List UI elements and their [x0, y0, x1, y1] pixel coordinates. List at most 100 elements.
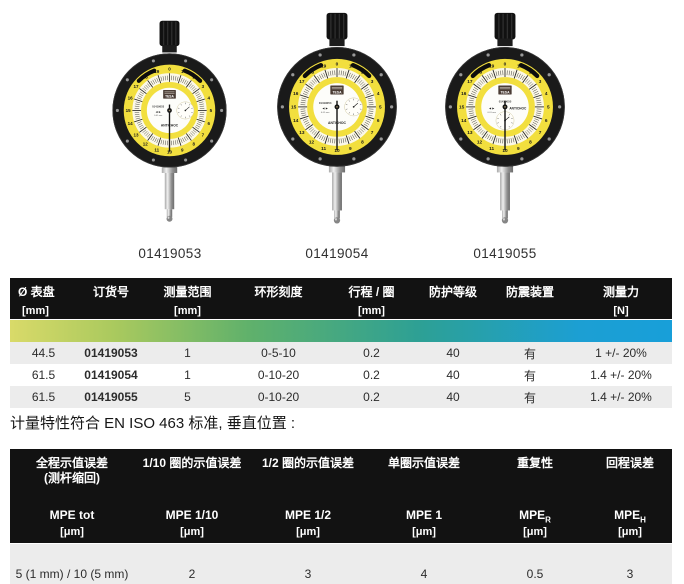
unit-label: [μm]	[482, 526, 588, 544]
cell-order-number: 01419055	[77, 386, 145, 408]
unit-label: [μm]	[588, 526, 672, 544]
cell: 2	[134, 564, 250, 584]
svg-text:12: 12	[143, 142, 149, 147]
cell: 1 +/- 20%	[570, 342, 672, 364]
unit-label: [μm]	[10, 526, 134, 544]
table-row: 61.5 01419054 1 0-10-20 0.2 40 有 1.4 +/-…	[10, 364, 672, 386]
svg-text:◄►: ◄►	[322, 106, 329, 110]
col-shockproof: 防震装置	[490, 278, 570, 320]
col-error-half-rev: 1/2 圈的示值误差	[250, 449, 366, 507]
col-error-tenth-rev: 1/10 圈的示值误差	[134, 449, 250, 507]
contact-point-ball	[167, 216, 173, 222]
svg-text:14: 14	[461, 118, 467, 124]
svg-text:7: 7	[539, 130, 542, 136]
product-number-caption: 01419054	[262, 246, 412, 262]
product-number-caption: 01419055	[430, 246, 580, 262]
cell: 5 (1 mm) / 10 (5 mm)	[10, 564, 134, 584]
cell: 0-10-20	[230, 386, 327, 408]
svg-text:11: 11	[489, 146, 494, 152]
svg-text:13: 13	[467, 130, 473, 136]
svg-text:◄►: ◄►	[488, 107, 495, 111]
svg-text:9: 9	[517, 146, 520, 152]
table-row: 61.5 01419055 5 0-10-20 0.2 40 有 1.4 +/-…	[10, 386, 672, 408]
metro-unit-row: [μm] [μm] [μm] [μm] [μm] [μm]	[10, 526, 672, 544]
svg-text:13: 13	[299, 130, 305, 136]
table-row: 44.5 01419053 1 0-5-10 0.2 40 有 1 +/- 20…	[10, 342, 672, 364]
svg-text:0.01 mm: 0.01 mm	[487, 112, 496, 114]
col-repeatability: 重复性	[482, 449, 588, 507]
gradient-divider	[10, 320, 672, 343]
svg-text:3: 3	[371, 79, 374, 85]
cell: 0-10-20	[230, 364, 327, 386]
col-error-one-rev: 单圈示值误差	[366, 449, 482, 507]
cell-order-number: 01419054	[77, 364, 145, 386]
cell: 40	[416, 364, 490, 386]
cell: 40	[416, 342, 490, 364]
unit-label: [μm]	[250, 526, 366, 544]
mpe-label: MPE 1/2	[250, 507, 366, 526]
metro-header-row: 全程示值误差(测杆缩回) 1/10 圈的示值误差 1/2 圈的示值误差 单圈示值…	[10, 449, 672, 507]
svg-text:TESA: TESA	[500, 90, 510, 94]
col-ring-scale: 环形刻度	[230, 278, 327, 320]
crown-cap	[160, 21, 180, 53]
cell: 1.4 +/- 20%	[570, 364, 672, 386]
svg-text:0.01 mm: 0.01 mm	[154, 115, 162, 117]
svg-text:15: 15	[291, 105, 297, 111]
cell: 5	[145, 386, 230, 408]
brand-logo: TESA	[330, 86, 343, 95]
svg-text:16: 16	[128, 95, 134, 100]
table-row: 5 (1 mm) / 10 (5 mm) 2 3 4 0.5 3	[10, 564, 672, 584]
mpe-label: MPE tot	[10, 507, 134, 526]
svg-text:5: 5	[547, 105, 550, 111]
cell: 0.2	[327, 386, 416, 408]
cell: 3	[588, 564, 672, 584]
svg-text:0.01 mm: 0.01 mm	[321, 112, 330, 114]
specification-table: Ø 表盘[mm] 订货号 测量范围[mm] 环形刻度 行程 / 圈[mm] 防护…	[10, 278, 672, 408]
svg-text:01419053: 01419053	[152, 105, 165, 109]
col-total-error: 全程示值误差(测杆缩回)	[10, 449, 134, 507]
stem-plunger	[329, 165, 345, 224]
mpe-label: MPEH	[588, 507, 672, 526]
svg-text:8: 8	[529, 140, 532, 146]
cell: 44.5	[10, 342, 77, 364]
svg-text:TESA: TESA	[165, 95, 174, 99]
col-measuring-force: 测量力[N]	[570, 278, 672, 320]
unit-label: [μm]	[134, 526, 250, 544]
stem-plunger	[162, 166, 177, 222]
cell: 有	[490, 364, 570, 386]
standard-compliance-note: 计量特性符合 EN ISO 463 标准, 垂直位置 :	[10, 414, 610, 433]
svg-text:17: 17	[134, 84, 140, 89]
svg-text:12: 12	[309, 140, 315, 146]
svg-text:17: 17	[467, 79, 473, 85]
svg-text:9: 9	[349, 146, 352, 152]
col-hysteresis: 回程误差	[588, 449, 672, 507]
svg-text:ANTICHOC: ANTICHOC	[509, 107, 527, 111]
svg-text:16: 16	[461, 91, 467, 97]
dial-indicator-image-01419055: 012345678910111213141516171819TESA014190…	[429, 10, 581, 235]
cell: 1.4 +/- 20%	[570, 386, 672, 408]
dial-indicator-graphic: 012345678910111213141516171819TESA014190…	[429, 10, 581, 230]
metro-mpe-row: MPE tot MPE 1/10 MPE 1/2 MPE 1 MPER MPEH	[10, 507, 672, 526]
crown-cap	[495, 13, 516, 46]
svg-text:0: 0	[336, 61, 339, 67]
svg-text:TESA: TESA	[332, 90, 342, 94]
mpe-label: MPER	[482, 507, 588, 526]
svg-text:◄►: ◄►	[155, 110, 161, 114]
svg-text:6: 6	[545, 118, 548, 124]
cell: 61.5	[10, 386, 77, 408]
brand-logo: TESA	[498, 86, 511, 95]
mpe-label: MPE 1/10	[134, 507, 250, 526]
col-travel-per-rev: 行程 / 圈[mm]	[327, 278, 416, 320]
svg-text:15: 15	[459, 105, 465, 111]
cell: 4	[366, 564, 482, 584]
svg-text:8: 8	[361, 140, 364, 146]
svg-text:11: 11	[154, 147, 159, 152]
cell: 40	[416, 386, 490, 408]
product-number-caption: 01419053	[95, 246, 245, 262]
cell: 1	[145, 342, 230, 364]
svg-text:12: 12	[477, 140, 483, 146]
